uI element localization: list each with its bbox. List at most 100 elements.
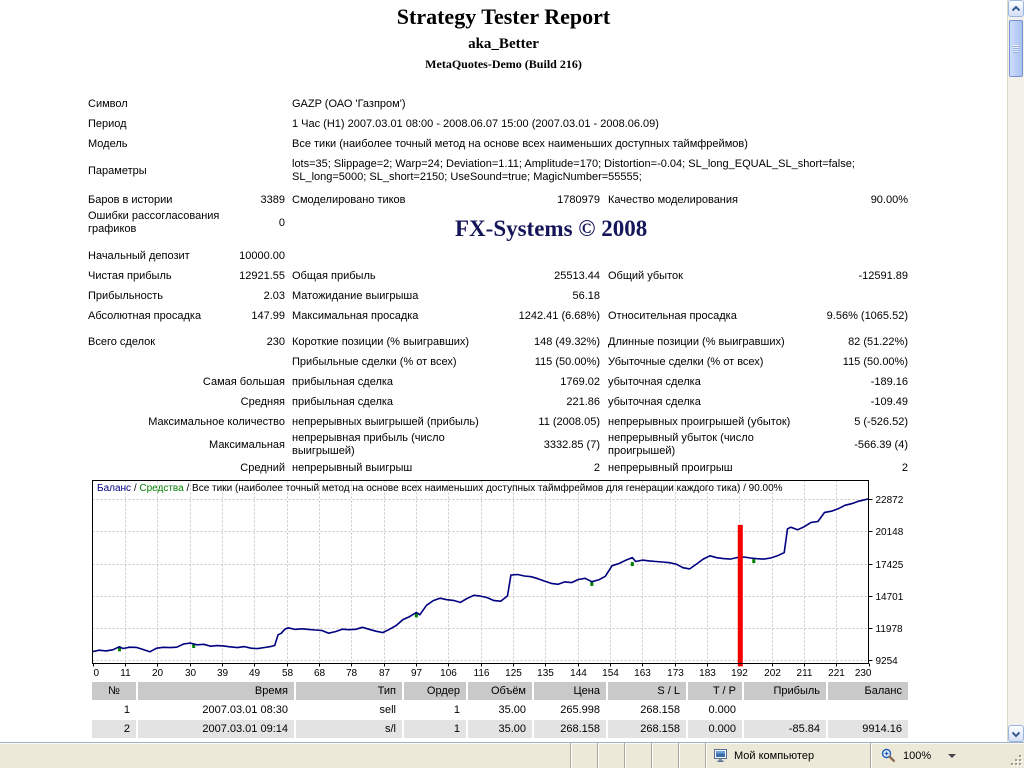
balance-chart-svg: 9254 11978 14701 17425 20148 22872 0 11 20 30 39 49… xyxy=(92,480,904,679)
stats-value: 3389 xyxy=(260,193,285,206)
trade-cell: 1 xyxy=(404,701,468,720)
trade-cell: 1 xyxy=(404,720,468,739)
y-tick-label: 20148 xyxy=(876,527,904,538)
security-zone-label: Мой компьютер xyxy=(734,749,815,762)
chart-legend-part: Баланс xyxy=(97,483,132,494)
stats-value: 2.03 xyxy=(263,289,285,302)
stats-value: 230 xyxy=(266,335,285,348)
y-tick-label: 9254 xyxy=(876,656,899,667)
equity-mark xyxy=(752,559,756,564)
trade-row[interactable]: 2 2007.03.01 09:14 s/l 1 35.00 268.158 268.158… xyxy=(92,720,910,739)
y-tick-label: 22872 xyxy=(876,495,904,506)
chart-legend-part: Средства xyxy=(139,483,184,494)
stats-row: Средняя прибыльная сделка 221.86 убыточная … xyxy=(88,392,908,412)
zoom-dropdown-arrow-icon[interactable] xyxy=(948,753,957,758)
zoom-level-label: 100% xyxy=(903,749,932,762)
stats-value: -566.39 (4) xyxy=(854,438,908,451)
stats-row: Символ GAZP (ОАО 'Газпром') xyxy=(88,94,908,114)
stats-label: Матожидание выигрыша xyxy=(292,289,419,302)
trade-row[interactable]: 1 2007.03.01 08:30 sell 1 35.00 265.998 268.15… xyxy=(92,701,910,720)
stats-value: 1242.41 (6.68%) xyxy=(518,309,600,322)
x-tick-label: 39 xyxy=(217,668,229,679)
x-tick-label: 78 xyxy=(346,668,358,679)
stats-value: 0 xyxy=(278,216,285,229)
x-tick-label: 11 xyxy=(120,668,131,679)
stats-value: 25513.44 xyxy=(554,269,600,282)
trade-cell: 265.998 xyxy=(534,701,608,720)
stats-value-wide: GAZP (ОАО 'Газпром') xyxy=(292,97,406,110)
trade-cell xyxy=(744,701,828,720)
trade-cell: 9914.16 xyxy=(828,720,910,739)
stats-label: непрерывный выигрыш xyxy=(292,461,413,474)
stats-row: Параметры lots=35; Slippage=2; Warp=24; D… xyxy=(88,158,908,184)
equity-mark xyxy=(192,644,196,649)
stats-row: Модель Все тики (наиболее точный метод на… xyxy=(88,134,908,154)
stats-value: 90.00% xyxy=(870,193,908,206)
trade-cell: sell xyxy=(296,701,404,720)
server-build: MetaQuotes-Demo (Build 216) xyxy=(425,57,582,71)
stats-label: Абсолютная просадка xyxy=(88,309,202,322)
stats-label: Ошибки рассогласования графиков xyxy=(88,210,220,235)
stats-label: непрерывных проигрышей (убыток) xyxy=(608,415,791,428)
equity-mark xyxy=(590,581,594,586)
stats-value: 5 (-526.52) xyxy=(854,415,908,428)
stats-row: Начальный депозит 10000.00 xyxy=(88,246,908,266)
trade-cell xyxy=(828,701,910,720)
stats-row: Чистая прибыль 12921.55 Общая прибыль 25513… xyxy=(88,266,908,286)
stats-label: Баров в истории xyxy=(88,193,173,206)
stats-value-wide: lots=35; Slippage=2; Warp=24; Deviation=… xyxy=(292,158,855,183)
stats-value: 1780979 xyxy=(557,193,600,206)
zoom-control[interactable]: 100% xyxy=(870,743,1005,768)
scrollbar-thumb[interactable] xyxy=(1009,20,1023,77)
y-tick-label: 17425 xyxy=(876,560,904,571)
vertical-scrollbar[interactable] xyxy=(1007,0,1024,742)
scroll-up-button[interactable] xyxy=(1008,0,1024,17)
trades-column-header: Цена xyxy=(534,682,608,701)
stats-row: Всего сделок 230 Короткие позиции (% выигр… xyxy=(88,332,908,352)
stats-label: прибыльная сделка xyxy=(292,395,394,408)
stats-label: Модель xyxy=(88,137,128,150)
stats-label: непрерывный убыток (число проигрышей) xyxy=(608,432,754,457)
stats-value: 1769.02 xyxy=(560,375,600,388)
status-bar: Мой компьютер 100% xyxy=(0,742,1024,768)
resize-grip[interactable] xyxy=(1005,743,1024,768)
x-tick-label: 183 xyxy=(699,668,716,679)
stats-label: Убыточные сделки (% от всех) xyxy=(608,355,764,368)
chevron-up-icon xyxy=(1011,5,1021,11)
stats-label: убыточная сделка xyxy=(608,395,701,408)
x-tick-label: 221 xyxy=(828,668,845,679)
stats-qualifier: Самая большая xyxy=(202,375,285,388)
equity-mark xyxy=(117,647,121,652)
status-pane-5 xyxy=(678,743,705,768)
stats-label: Качество моделирования xyxy=(608,193,738,206)
trades-column-header: № xyxy=(92,682,138,701)
security-zone-pane[interactable]: Мой компьютер xyxy=(705,743,870,768)
x-tick-label: 211 xyxy=(797,668,813,679)
stats-table: Символ GAZP (ОАО 'Газпром') Период 1 Час (H… xyxy=(88,94,908,478)
stats-qualifier: Средняя xyxy=(240,395,285,408)
resize-grip-icon xyxy=(1011,755,1022,766)
scroll-down-button[interactable] xyxy=(1008,725,1024,742)
trade-cell: -85.84 xyxy=(744,720,828,739)
x-tick-label: 230 xyxy=(855,668,872,679)
trades-column-header: Объём xyxy=(468,682,534,701)
report-header: Strategy Tester Report aka_Better MetaQu… xyxy=(0,4,1007,71)
stats-row: Максимальная непрерывная прибыль (число в… xyxy=(88,432,908,458)
x-tick-label: 154 xyxy=(602,668,619,679)
x-tick-label: 202 xyxy=(764,668,781,679)
stats-value: 56.18 xyxy=(572,289,600,302)
trade-cell: 2007.03.01 09:14 xyxy=(138,720,296,739)
x-tick-label: 58 xyxy=(282,668,294,679)
chart-legend-part: / Все тики (наиболее точный метод на осн… xyxy=(183,483,783,494)
stats-label: убыточная сделка xyxy=(608,375,701,388)
stats-label: непрерывных выигрышей (прибыль) xyxy=(292,415,479,428)
status-pane-4 xyxy=(651,743,678,768)
stats-row: Прибыльность 2.03 Матожидание выигрыша 56.1… xyxy=(88,286,908,306)
stats-value: 2 xyxy=(901,461,908,474)
x-tick-label: 87 xyxy=(379,668,391,679)
thumb-grip-icon xyxy=(1013,45,1019,53)
stats-row: Абсолютная просадка 147.99 Максимальная пр… xyxy=(88,306,908,326)
x-tick-label: 106 xyxy=(440,668,457,679)
